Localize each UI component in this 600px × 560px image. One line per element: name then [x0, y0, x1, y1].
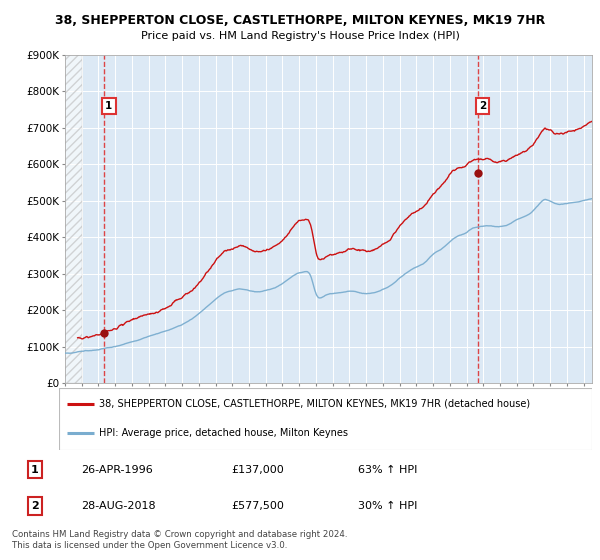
Text: 38, SHEPPERTON CLOSE, CASTLETHORPE, MILTON KEYNES, MK19 7HR: 38, SHEPPERTON CLOSE, CASTLETHORPE, MILT…: [55, 14, 545, 27]
Text: HPI: Average price, detached house, Milton Keynes: HPI: Average price, detached house, Milt…: [99, 428, 348, 438]
Text: 1: 1: [105, 101, 112, 111]
Text: £577,500: £577,500: [231, 501, 284, 511]
Text: 30% ↑ HPI: 30% ↑ HPI: [358, 501, 417, 511]
Text: This data is licensed under the Open Government Licence v3.0.: This data is licensed under the Open Gov…: [12, 541, 287, 550]
Text: 28-AUG-2018: 28-AUG-2018: [81, 501, 156, 511]
Text: Contains HM Land Registry data © Crown copyright and database right 2024.: Contains HM Land Registry data © Crown c…: [12, 530, 347, 539]
Text: 2: 2: [479, 101, 486, 111]
Text: 1: 1: [31, 465, 39, 474]
Text: £137,000: £137,000: [231, 465, 284, 474]
Text: 2: 2: [31, 501, 39, 511]
FancyBboxPatch shape: [59, 388, 592, 450]
Polygon shape: [65, 55, 82, 383]
Text: Price paid vs. HM Land Registry's House Price Index (HPI): Price paid vs. HM Land Registry's House …: [140, 31, 460, 41]
Text: 26-APR-1996: 26-APR-1996: [81, 465, 153, 474]
Text: 38, SHEPPERTON CLOSE, CASTLETHORPE, MILTON KEYNES, MK19 7HR (detached house): 38, SHEPPERTON CLOSE, CASTLETHORPE, MILT…: [99, 399, 530, 408]
Text: 63% ↑ HPI: 63% ↑ HPI: [358, 465, 417, 474]
